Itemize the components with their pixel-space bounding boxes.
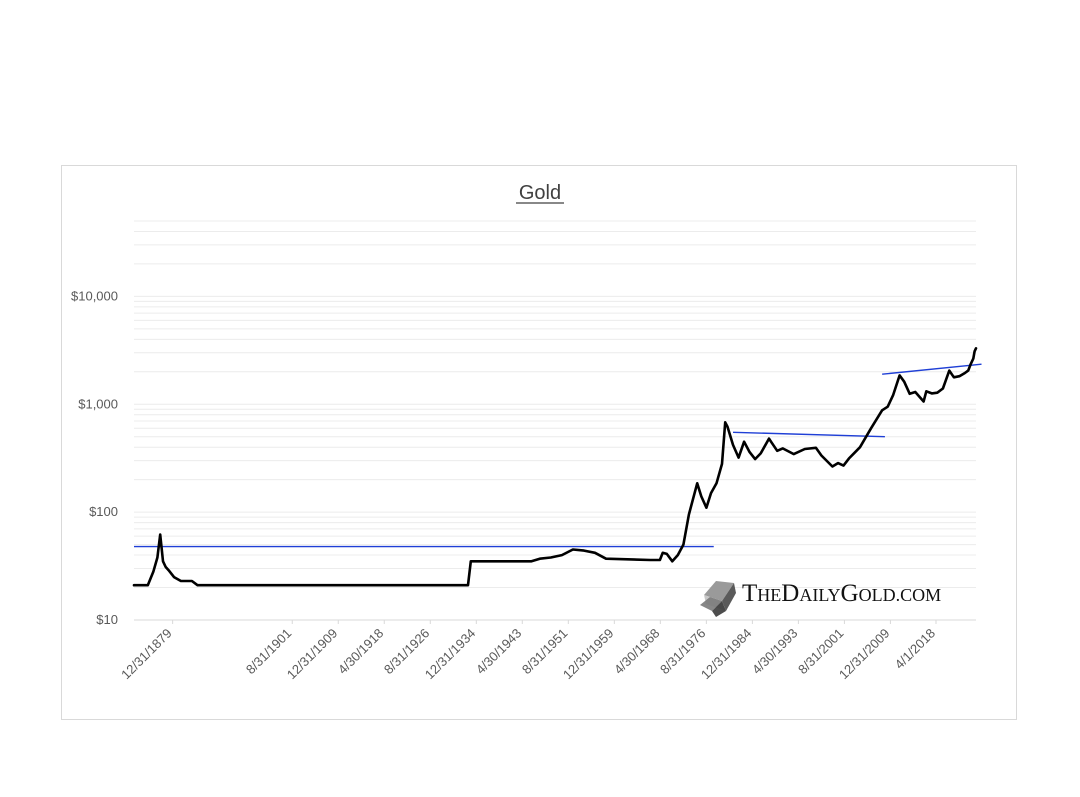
- x-tick-label: 4/30/1943: [473, 626, 525, 678]
- chart-title: Gold: [519, 182, 561, 204]
- gold-bar-icon: [700, 581, 736, 617]
- y-tick-label: $10,000: [71, 288, 118, 303]
- y-axis: $10 $100 $1,000 $10,000: [71, 288, 118, 627]
- gold-price-chart: $10 $100 $1,000 $10,000 12/31/1879 8/31/1901…: [71, 182, 982, 682]
- x-tick-label: 12/31/1879: [118, 626, 175, 683]
- x-tick-label: 4/1/2018: [892, 626, 938, 672]
- series-layer: [132, 347, 978, 587]
- gold-price-line: [132, 347, 978, 587]
- y-tick-label: $10: [96, 612, 118, 627]
- gridlines: [134, 220, 976, 589]
- y-tick-label: $100: [89, 504, 118, 519]
- chart-area: $10 $100 $1,000 $10,000 12/31/1879 8/31/1901…: [61, 165, 1017, 720]
- trendline-3: [882, 363, 982, 375]
- x-tick-label: 4/30/1968: [611, 626, 663, 678]
- x-axis: 12/31/1879 8/31/190112/31/19094/30/19188/…: [118, 620, 938, 682]
- trendline-2: [733, 431, 885, 438]
- x-tick-label: 4/30/1918: [335, 626, 387, 678]
- x-tick-label: 4/30/1993: [749, 626, 801, 678]
- thedailygold-watermark: THEDAILYGOLD.COM: [700, 580, 941, 617]
- y-tick-label: $1,000: [78, 396, 118, 411]
- watermark-text: THEDAILYGOLD.COM: [742, 580, 941, 607]
- trendlines: [134, 363, 982, 548]
